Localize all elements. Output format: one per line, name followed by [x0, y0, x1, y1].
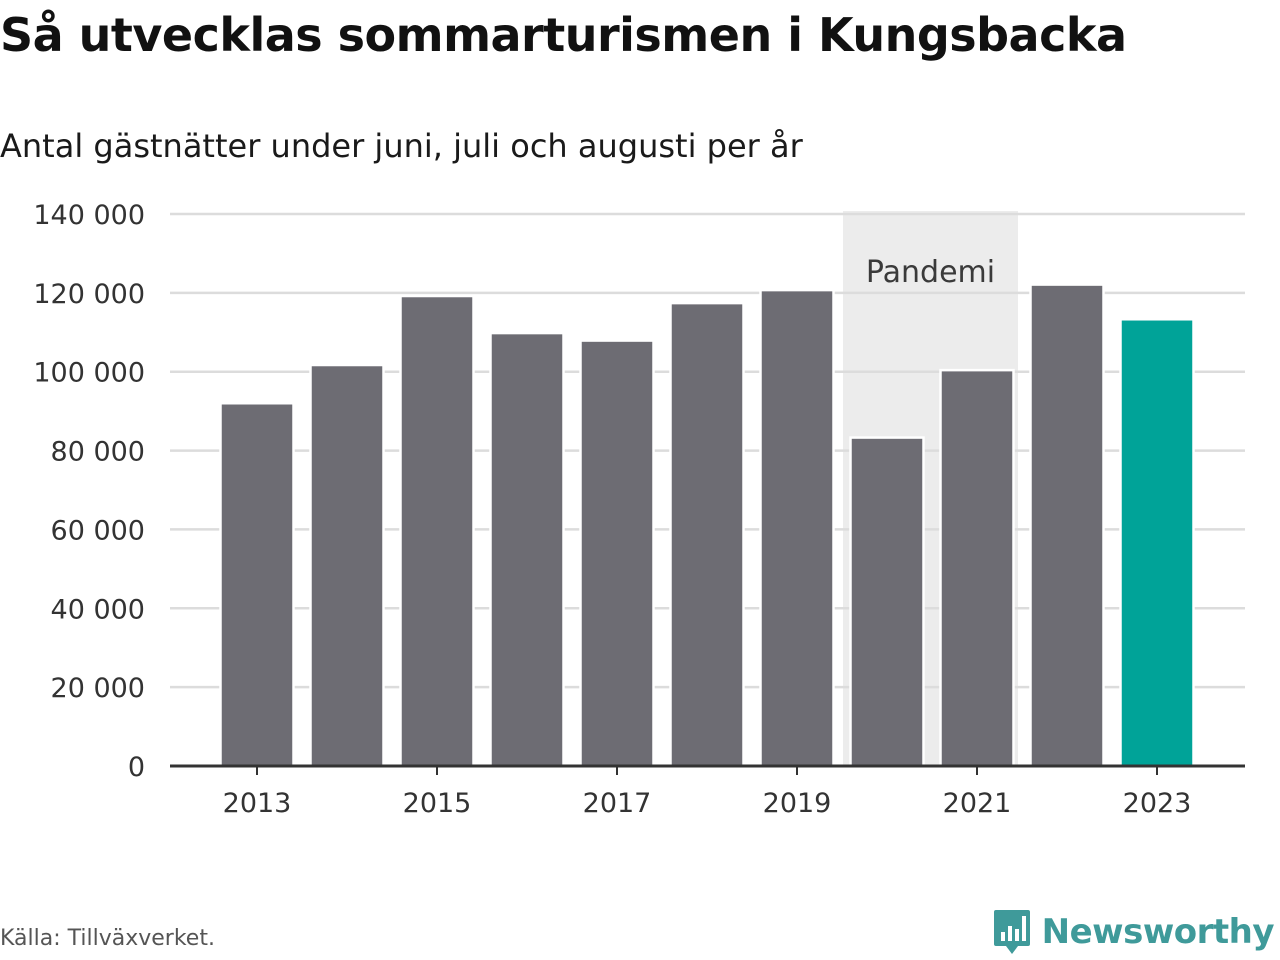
chart-subtitle: Antal gästnätter under juni, juli och au… [0, 127, 803, 165]
y-tick-label: 0 [128, 752, 145, 783]
brand-logo: Newsworthy [992, 908, 1275, 956]
x-tick-label: 2019 [763, 788, 832, 819]
newsworthy-logo-icon [993, 910, 1030, 954]
bar-2016 [489, 331, 565, 768]
y-tick-label: 40 000 [51, 594, 145, 625]
x-tick-label: 2017 [583, 788, 652, 819]
x-tick-label: 2023 [1123, 788, 1192, 819]
bar-2023 [1119, 318, 1195, 768]
y-tick-label: 20 000 [51, 673, 145, 704]
bar-2021 [939, 368, 1015, 768]
x-tick-label: 2015 [403, 788, 472, 819]
y-tick-label: 60 000 [51, 515, 145, 546]
bar-2015 [399, 294, 475, 768]
x-tick-label: 2021 [943, 788, 1012, 819]
bar-2013 [219, 402, 295, 768]
y-tick-label: 120 000 [33, 279, 145, 310]
bar-2018 [669, 301, 745, 768]
x-tick-label: 2013 [223, 788, 292, 819]
bar-2019 [759, 288, 835, 768]
brand-name: Newsworthy [1041, 912, 1275, 952]
source-note: Källa: Tillväxverket. [0, 926, 215, 951]
bar-2017 [579, 339, 655, 768]
bar-2014 [309, 363, 385, 768]
y-tick-label: 100 000 [33, 358, 145, 389]
y-tick-label: 140 000 [33, 200, 145, 231]
chart-title: Så utvecklas sommarturismen i Kungsbacka [0, 8, 1127, 62]
bar-2022 [1029, 283, 1105, 768]
pandemic-label: Pandemi [866, 255, 995, 290]
bar-2020 [849, 436, 925, 768]
y-tick-label: 80 000 [51, 437, 145, 468]
